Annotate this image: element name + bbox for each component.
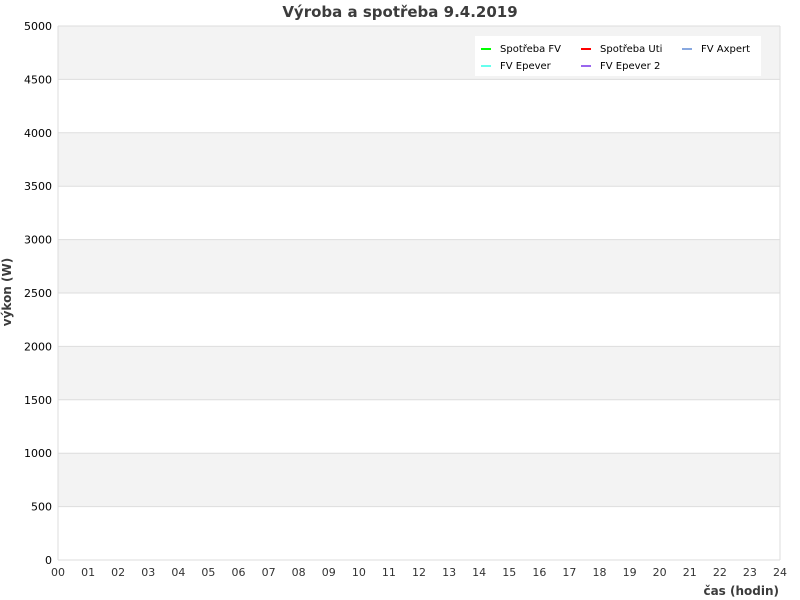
y-tick-label: 2000	[24, 340, 52, 353]
y-tick-label: 1500	[24, 394, 52, 407]
chart-title: Výroba a spotřeba 9.4.2019	[282, 3, 517, 21]
legend-label: FV Axpert	[701, 44, 750, 55]
x-tick-label: 04	[171, 566, 185, 579]
grid-band	[58, 399, 780, 454]
x-tick-label: 17	[562, 566, 576, 579]
x-tick-label: 14	[472, 566, 486, 579]
x-tick-label: 21	[683, 566, 697, 579]
x-tick-label: 22	[713, 566, 727, 579]
y-tick-label: 5000	[24, 20, 52, 33]
y-axis-label: výkon (W)	[0, 258, 14, 326]
y-tick-label: 1000	[24, 447, 52, 460]
grid-band	[58, 186, 780, 240]
x-tick-label: 18	[593, 566, 607, 579]
legend-label: FV Epever	[500, 61, 552, 72]
x-tick-label: 15	[502, 566, 516, 579]
x-tick-label: 09	[322, 566, 336, 579]
x-tick-label: 02	[111, 566, 125, 579]
grid-band	[58, 79, 780, 133]
y-tick-label: 500	[31, 501, 52, 514]
x-tick-label: 00	[51, 566, 65, 579]
y-tick-label: 4000	[24, 127, 52, 140]
x-tick-label: 20	[653, 566, 667, 579]
grid-band	[58, 239, 780, 293]
y-tick-label: 3500	[24, 180, 52, 193]
y-tick-label: 4500	[24, 73, 52, 86]
x-tick-label: 16	[532, 566, 546, 579]
grid-band	[58, 293, 780, 347]
x-tick-label: 10	[352, 566, 366, 579]
y-tick-label: 0	[45, 554, 52, 567]
legend-label: Spotřeba Uti	[600, 43, 662, 55]
grid-band	[58, 453, 780, 507]
x-tick-label: 01	[81, 566, 95, 579]
x-tick-label: 08	[292, 566, 306, 579]
y-tick-label: 3000	[24, 234, 52, 247]
x-tick-label: 12	[412, 566, 426, 579]
x-tick-label: 11	[382, 566, 396, 579]
plot-area	[57, 25, 781, 561]
x-tick-label: 19	[623, 566, 637, 579]
legend: Spotřeba FV Spotřeba Uti FV Axpert FV Epeve…	[475, 36, 761, 76]
grid-band	[58, 132, 780, 187]
x-tick-label: 06	[232, 566, 246, 579]
y-tick-label: 2500	[24, 287, 52, 300]
legend-label: Spotřeba FV	[500, 43, 561, 55]
x-tick-label: 24	[773, 566, 787, 579]
x-tick-label: 05	[201, 566, 215, 579]
x-tick-label: 23	[743, 566, 757, 579]
x-tick-label: 07	[262, 566, 276, 579]
x-tick-label: 13	[442, 566, 456, 579]
x-axis-label: čas (hodin)	[703, 584, 779, 598]
grid-band	[58, 346, 780, 400]
grid-band	[58, 506, 780, 560]
x-tick-label: 03	[141, 566, 155, 579]
legend-label: FV Epever 2	[600, 61, 660, 72]
